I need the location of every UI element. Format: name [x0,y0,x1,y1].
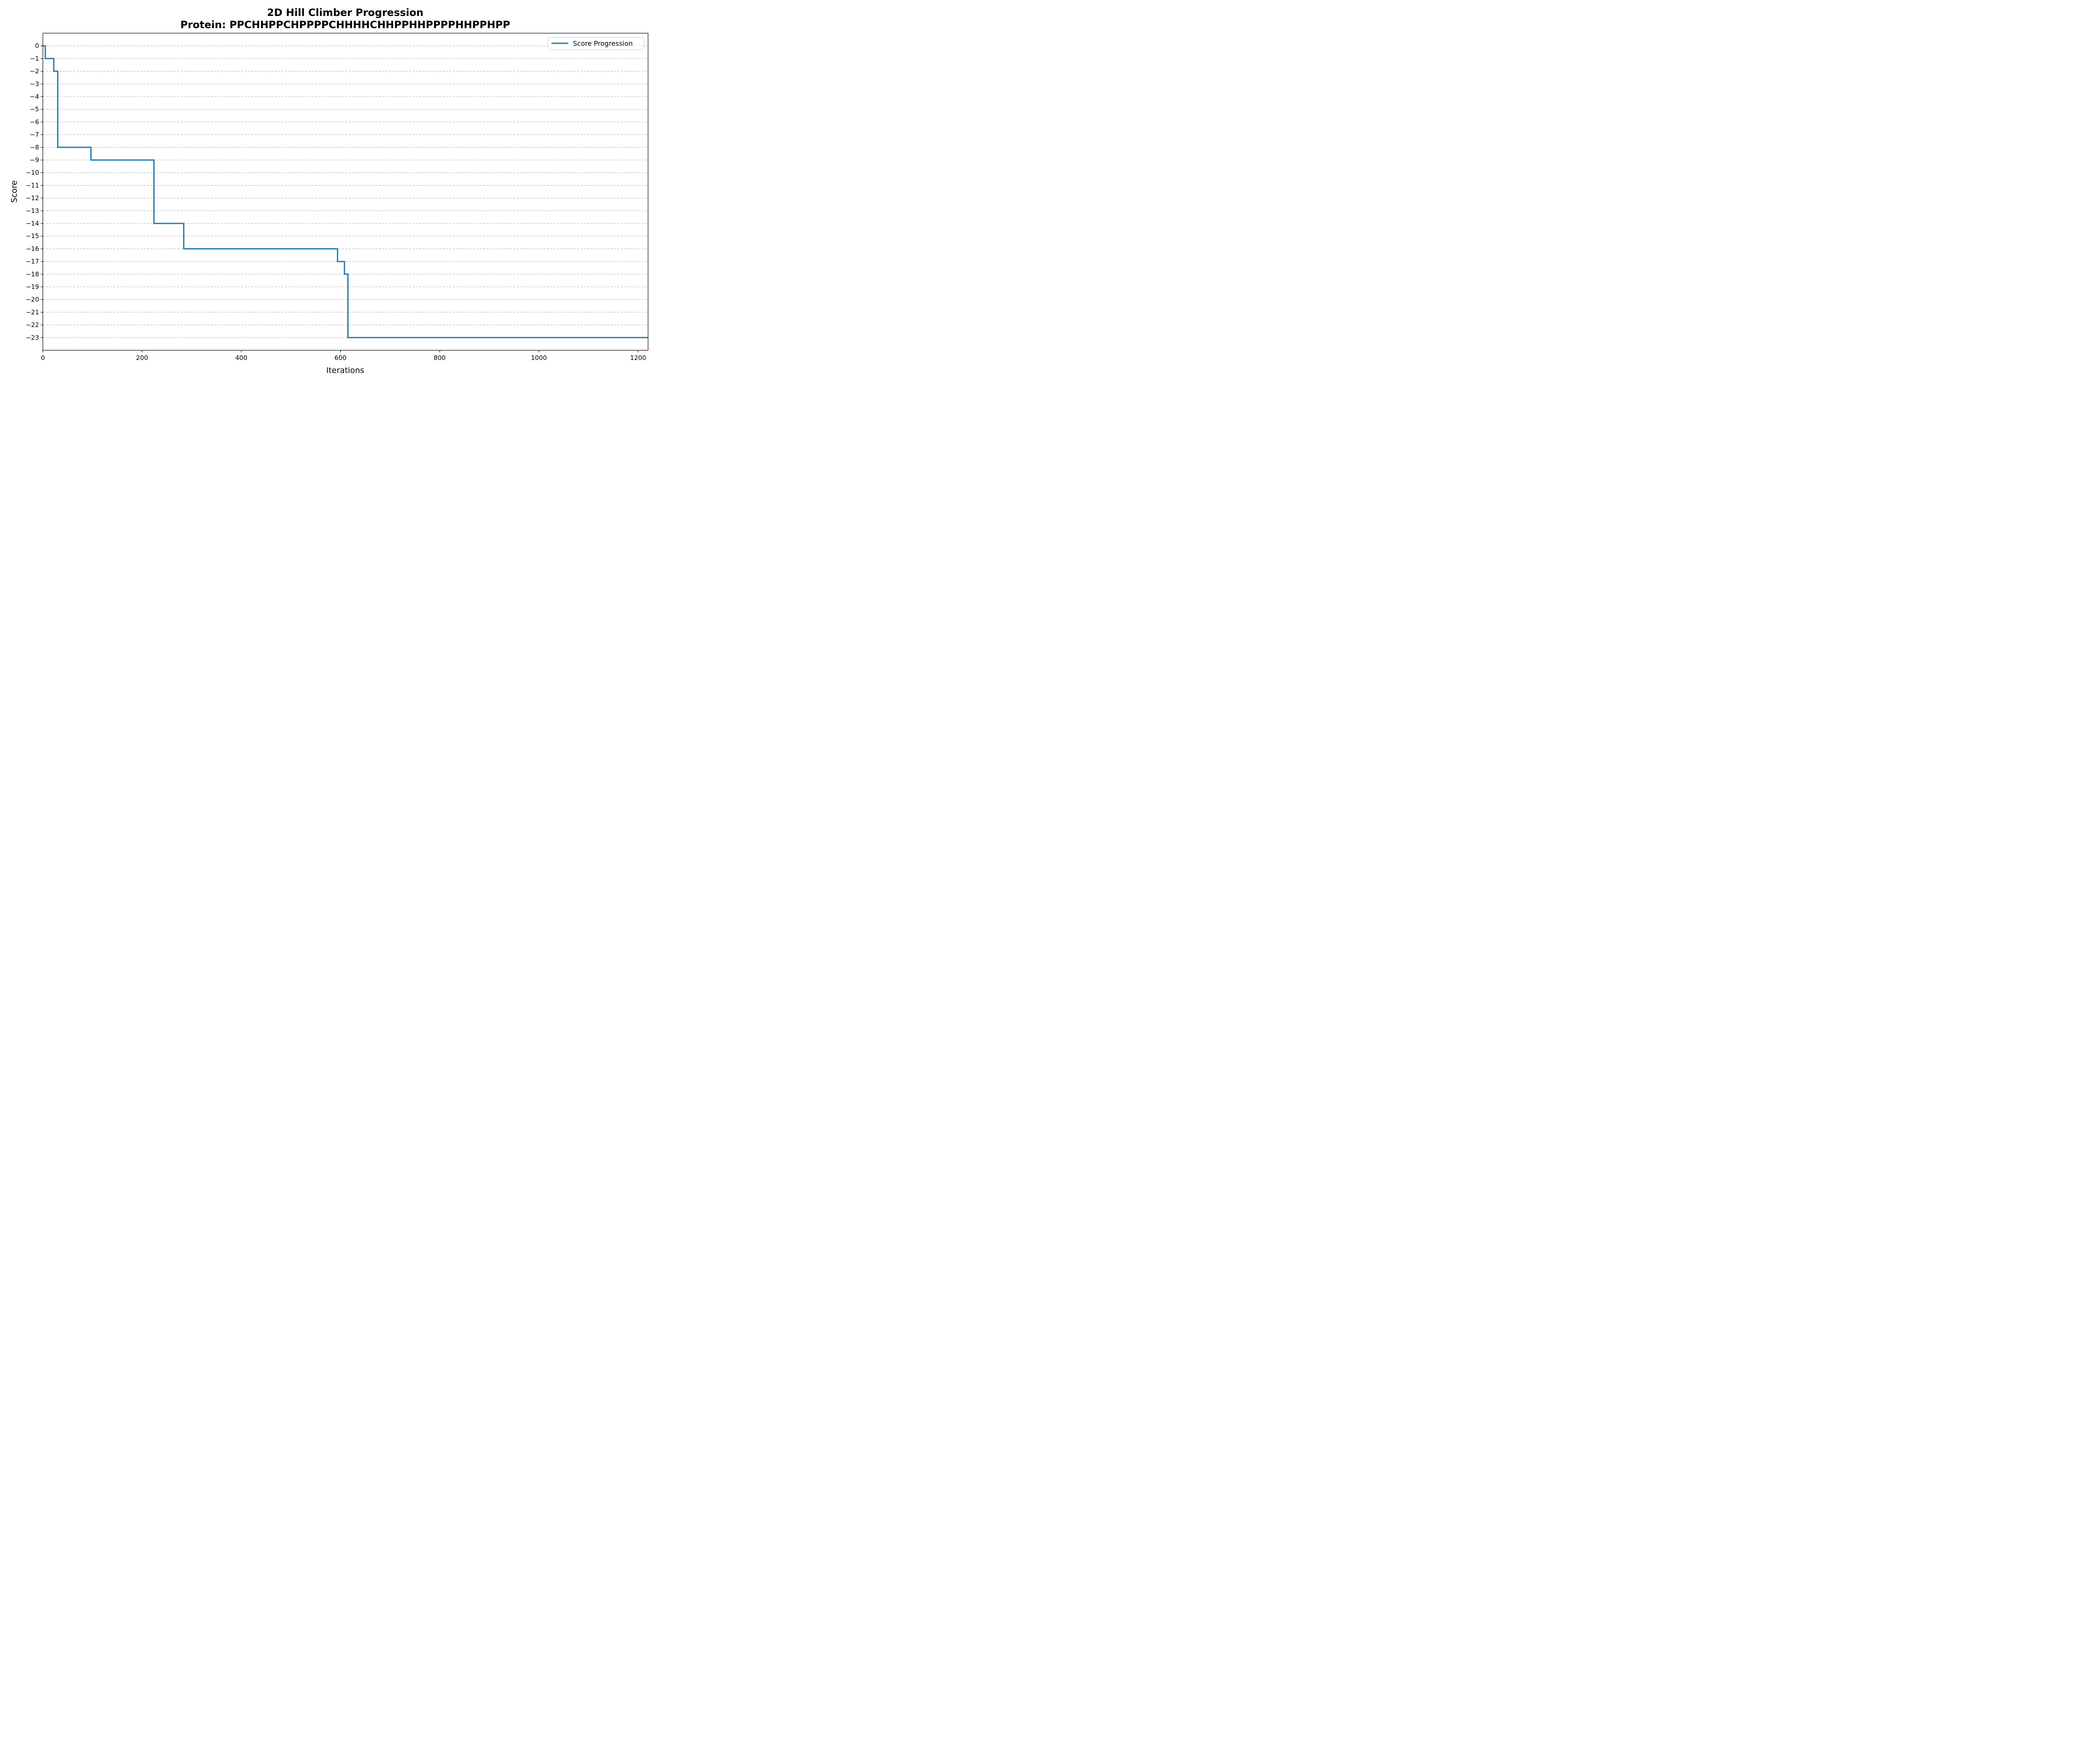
y-tick-label: −4 [30,93,39,100]
y-tick-label: −22 [26,321,39,329]
legend: Score Progression [548,37,644,50]
y-tick-label: −17 [26,258,39,265]
y-tick-label: −19 [26,283,39,291]
series-layer [43,45,648,339]
y-tick-label: −21 [26,308,39,316]
y-tick-label: −3 [30,80,39,88]
x-tick-label: 200 [136,354,148,362]
legend-label: Score Progression [573,39,633,47]
y-axis-label: Score [10,180,19,202]
y-tick-label: −16 [26,245,39,252]
y-tick-label: −20 [26,296,39,303]
plot-frame [42,33,648,351]
chart: 2D Hill Climber Progression Protein: PPC… [0,0,659,384]
x-tick-label: 800 [434,354,446,362]
x-tick-label: 1000 [531,354,547,362]
y-tick-label: −23 [26,334,39,341]
y-tick-label: −15 [26,232,39,240]
series-line-score-progression [43,45,648,339]
y-tick-label: −7 [30,131,39,139]
y-tick-label: −6 [30,118,39,126]
gridlines [43,45,648,338]
y-tick-label: −11 [26,181,39,189]
y-tick-label: 0 [35,42,39,50]
x-tick-label: 400 [235,354,247,362]
x-tick-label: 1200 [630,354,646,362]
y-tick-label: −9 [30,156,39,164]
y-tick-label: −1 [30,55,39,62]
legend-box [548,37,644,50]
y-tick-label: −5 [30,105,39,113]
y-tick-label: −12 [26,194,39,202]
x-axis-label: Iterations [326,366,365,375]
y-tick-label: −10 [26,169,39,176]
chart-title: 2D Hill Climber Progression [267,7,423,18]
ticks: 0 −1 −2 −3 −4 −5 −6 −7 −8 −9 −10 −11 −12 −13 −14 −15 −16… [26,42,646,362]
y-tick-label: −2 [30,68,39,75]
x-tick-label: 600 [334,354,346,362]
x-tick-label: 0 [41,354,45,362]
y-tick-label: −13 [26,207,39,215]
y-tick-label: −14 [26,220,39,227]
y-tick-label: −8 [30,144,39,151]
figure-background [0,0,659,384]
y-tick-label: −18 [26,270,39,278]
chart-subtitle: Protein: PPCHHPPCHPPPPCHHHHCHHPPHHPPPPHH… [180,19,510,31]
